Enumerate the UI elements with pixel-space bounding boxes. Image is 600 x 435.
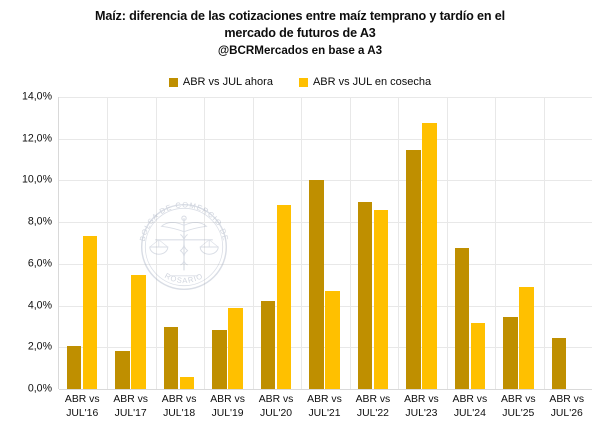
x-axis-tick-line: JUL'24 — [453, 407, 486, 419]
y-axis-tick-label: 4,0% — [27, 299, 52, 312]
gridline-vertical — [301, 97, 302, 389]
gridline-vertical — [495, 97, 496, 389]
y-axis-tick-label: 2,0% — [27, 340, 52, 353]
x-axis-tick-label-10: ABR vs JUL'26 — [543, 393, 591, 420]
x-axis-tick-line: ABR vs — [161, 394, 197, 405]
x-axis-tick-line: JUL'22 — [356, 407, 389, 419]
y-axis-tick-label: 12,0% — [21, 132, 52, 145]
gridline — [59, 222, 592, 224]
y-axis-tick-label: 0,0% — [27, 382, 52, 395]
x-axis: ABR vs JUL'16 ABR vs JUL'17 ABR vs JUL'18 ABR … — [58, 393, 591, 433]
x-axis-tick-line: ABR vs — [258, 394, 294, 405]
x-axis-tick-line: JUL'20 — [260, 407, 293, 419]
gridline — [59, 263, 592, 265]
gridline-vertical — [156, 97, 157, 389]
x-axis-tick-label-7: ABR vs JUL'23 — [397, 393, 445, 420]
chart-title-block: Maíz: diferencia de las cotizaciones ent… — [0, 8, 600, 59]
gridline-vertical — [544, 97, 545, 389]
gridline — [59, 389, 592, 390]
chart-legend: ABR vs JUL ahora ABR vs JUL en cosecha — [0, 76, 600, 88]
x-axis-tick-label-3: ABR vs JUL'19 — [203, 393, 251, 420]
chart-subtitle: @BCRMercados en base a A3 — [217, 44, 383, 57]
x-axis-tick-line: ABR vs — [500, 394, 536, 405]
gridline-vertical — [204, 97, 205, 389]
y-axis: 0,0% 2,0% 4,0% 6,0% 8,0% 10,0% 12,0% 14,0% — [0, 91, 52, 394]
legend-swatch-series-a — [168, 77, 178, 87]
plot-area — [58, 97, 592, 390]
x-axis-tick-label-9: ABR vs JUL'25 — [494, 393, 542, 420]
gridline — [59, 305, 592, 307]
gridline-vertical — [447, 97, 448, 389]
gridline — [59, 138, 592, 140]
gridline-vertical — [398, 97, 399, 389]
x-axis-tick-line: JUL'23 — [405, 407, 438, 419]
x-axis-tick-line: JUL'21 — [308, 407, 341, 419]
x-axis-tick-line: ABR vs — [210, 394, 245, 405]
y-axis-tick-label: 6,0% — [27, 257, 52, 270]
x-axis-tick-label-0: ABR vs JUL'16 — [58, 393, 106, 420]
y-axis-tick-label: 10,0% — [21, 173, 52, 186]
x-axis-tick-line: JUL'17 — [114, 407, 147, 419]
gridline-vertical — [107, 97, 108, 389]
legend-swatch-series-b — [298, 77, 308, 87]
x-axis-tick-line: ABR vs — [113, 394, 148, 405]
legend-item-series-b[interactable]: ABR vs JUL en cosecha — [298, 76, 432, 88]
chart-title-line-2: mercado de futuros de A3 — [224, 26, 376, 40]
x-axis-tick-line: ABR vs — [355, 394, 391, 405]
x-axis-tick-line: ABR vs — [307, 394, 342, 405]
x-axis-tick-line: JUL'18 — [163, 407, 196, 419]
x-axis-tick-label-2: ABR vs JUL'18 — [155, 393, 203, 420]
legend-item-series-a[interactable]: ABR vs JUL ahora — [168, 76, 273, 88]
x-axis-tick-line: JUL'26 — [550, 407, 583, 419]
gridline — [59, 347, 592, 349]
x-axis-tick-label-8: ABR vs JUL'24 — [446, 393, 494, 420]
x-axis-tick-label-4: ABR vs JUL'20 — [252, 393, 300, 420]
y-axis-tick-label: 8,0% — [27, 215, 52, 228]
x-axis-tick-line: ABR vs — [452, 394, 488, 405]
x-axis-tick-line: ABR vs — [549, 394, 585, 405]
x-axis-tick-line: JUL'25 — [502, 407, 535, 419]
x-axis-tick-line: JUL'19 — [211, 407, 244, 419]
x-axis-tick-label-5: ABR vs JUL'21 — [300, 393, 348, 420]
y-axis-tick-label: 14,0% — [21, 90, 52, 103]
gridline — [59, 180, 592, 182]
chart-title-line-1: Maíz: diferencia de las cotizaciones ent… — [95, 9, 505, 23]
gridline-vertical — [350, 97, 351, 389]
x-axis-tick-label-6: ABR vs JUL'22 — [349, 393, 397, 420]
legend-label-series-b: ABR vs JUL en cosecha — [312, 76, 432, 88]
x-axis-tick-label-1: ABR vs JUL'17 — [106, 393, 154, 420]
legend-label-series-a: ABR vs JUL ahora — [182, 76, 273, 88]
x-axis-tick-line: ABR vs — [64, 394, 100, 405]
gridline — [59, 97, 592, 98]
x-axis-tick-line: JUL'16 — [66, 407, 99, 419]
x-axis-tick-line: ABR vs — [404, 394, 439, 405]
gridline-vertical — [253, 97, 254, 389]
